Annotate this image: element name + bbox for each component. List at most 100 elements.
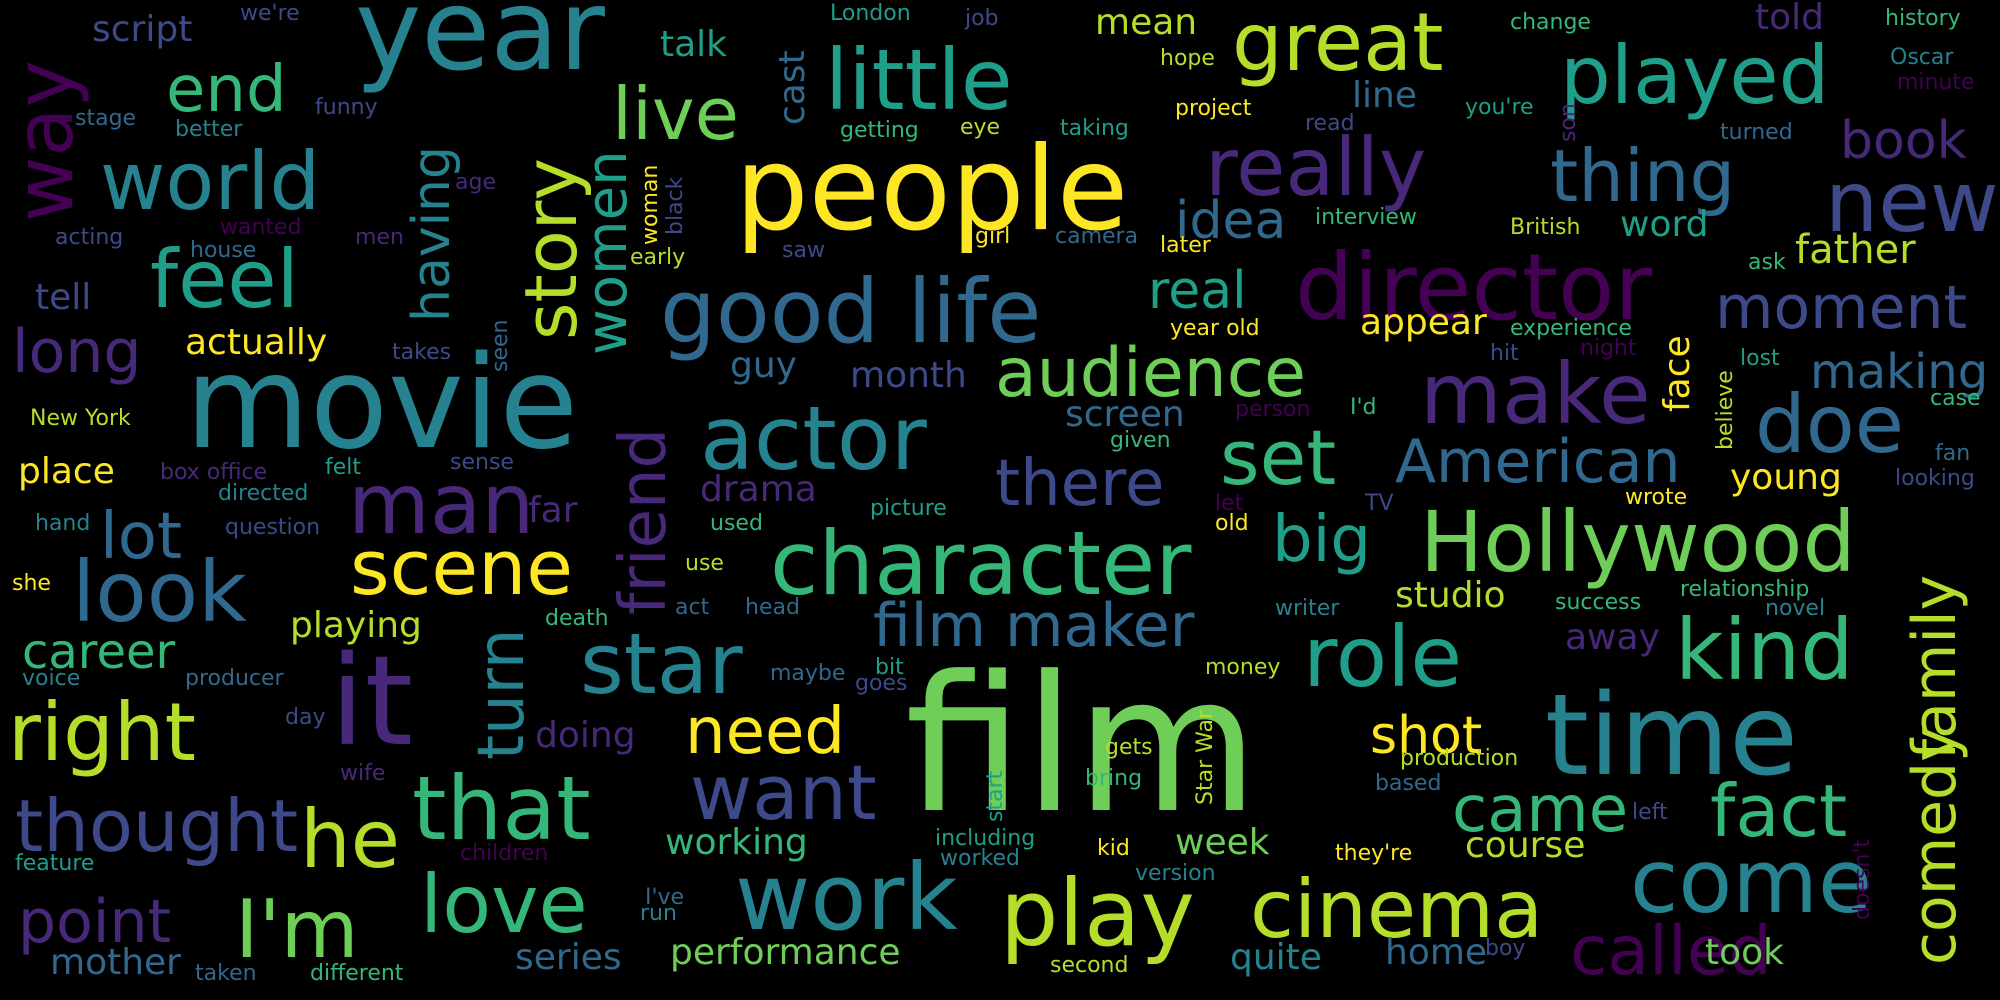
word-home: home [1385,932,1488,973]
word-based: based [1375,771,1442,796]
word-change: change [1510,10,1591,35]
word-im: I'm [235,883,359,976]
word-ask: ask [1748,250,1786,275]
word-lot: lot [100,500,183,574]
word-tell: tell [35,277,92,318]
word-kind: kind [1675,601,1854,699]
word-read: read [1305,111,1355,136]
word-girl: girl [975,224,1011,249]
word-word: word [1620,204,1709,245]
word-money: money [1205,655,1281,680]
word-scene: scene [350,523,574,612]
word-british: British [1510,215,1581,240]
word-looking: looking [1895,466,1975,491]
word-want: want [690,748,877,837]
word-hand: hand [35,511,91,536]
word-week: week [1175,822,1270,863]
word-new-york: New York [30,406,131,431]
word-took: took [1705,932,1785,973]
word-there: there [995,447,1165,521]
word-come: come [1630,830,1873,933]
word-experience: experience [1510,316,1632,341]
word-doing: doing [535,715,636,756]
word-directed: directed [218,481,309,506]
word-age: age [455,170,496,195]
word-make: make [1420,345,1651,443]
word-house: house [190,238,257,263]
word-day: day [285,705,326,730]
word-mother: mother [50,942,181,983]
word-guy: guy [730,345,797,386]
word-bring: bring [1085,766,1143,791]
word-job: job [965,6,999,31]
word-acting: acting [55,225,124,250]
word-world: world [100,135,321,228]
word-sense: sense [450,450,514,475]
word-voice: voice [22,666,81,691]
word-son: son [1556,103,1581,142]
word-woman: woman [638,164,663,245]
word-little: little [825,31,1013,129]
word-oscar: Oscar [1890,45,1954,70]
word-london: London [830,1,911,26]
word-theyre: they're [1335,841,1413,866]
word-right: right [8,686,196,779]
word-script: script [92,9,193,50]
word-fan: fan [1935,441,1971,466]
word-case: case [1930,386,1981,411]
word-left: left [1632,800,1668,825]
word-series: series [515,937,622,978]
word-quite: quite [1230,937,1322,978]
word-turned: turned [1720,120,1793,145]
word-goes: goes [855,671,908,696]
word-screen: screen [1065,394,1185,435]
word-he: he [300,793,400,886]
word-takes: takes [392,340,452,365]
word-cinema: cinema [1250,863,1544,956]
word-hit: hit [1490,341,1519,366]
word-look: look [72,543,247,641]
word-people: people [735,122,1129,257]
word-picture: picture [870,496,947,521]
word-lost: lost [1740,346,1780,371]
word-writer: writer [1275,596,1340,621]
word-later: later [1160,233,1211,258]
word-performance: performance [670,932,901,973]
word-box-office: box office [160,460,268,485]
word-appear: appear [1360,302,1487,343]
word-family: family [1900,574,1970,760]
word-film-maker: film maker [873,591,1195,661]
word-that: that [412,757,591,860]
word-used: used [710,511,763,536]
word-doe: doe [1755,378,1904,471]
word-way: way [0,60,91,222]
word-film: film [905,636,1259,855]
word-movie: movie [185,329,579,478]
word-act: act [675,595,710,620]
word-place: place [18,451,115,492]
word-hope: hope [1160,46,1215,71]
word-played: played [1560,29,1830,122]
word-fact: fact [1710,769,1848,853]
word-turn: turn [465,628,539,760]
word-character: character [770,512,1192,615]
word-men: men [355,225,404,250]
word-kid: kid [1097,836,1130,861]
word-eye: eye [960,115,1001,140]
word-success: success [1555,590,1642,615]
word-good-life: good life [660,260,1042,363]
word-taking: taking [1060,116,1129,141]
word-id: I'd [1350,395,1377,420]
word-really: really [1205,121,1427,214]
word-end: end [166,53,287,127]
word-head: head [745,595,800,620]
word-director: director [1295,234,1653,341]
word-novel: novel [1765,596,1826,621]
word-point: point [18,887,172,957]
word-talk: talk [660,24,728,65]
word-production: production [1400,746,1519,771]
word-different: different [310,961,404,986]
word-bit: bit [875,655,904,680]
word-person: person [1235,397,1311,422]
